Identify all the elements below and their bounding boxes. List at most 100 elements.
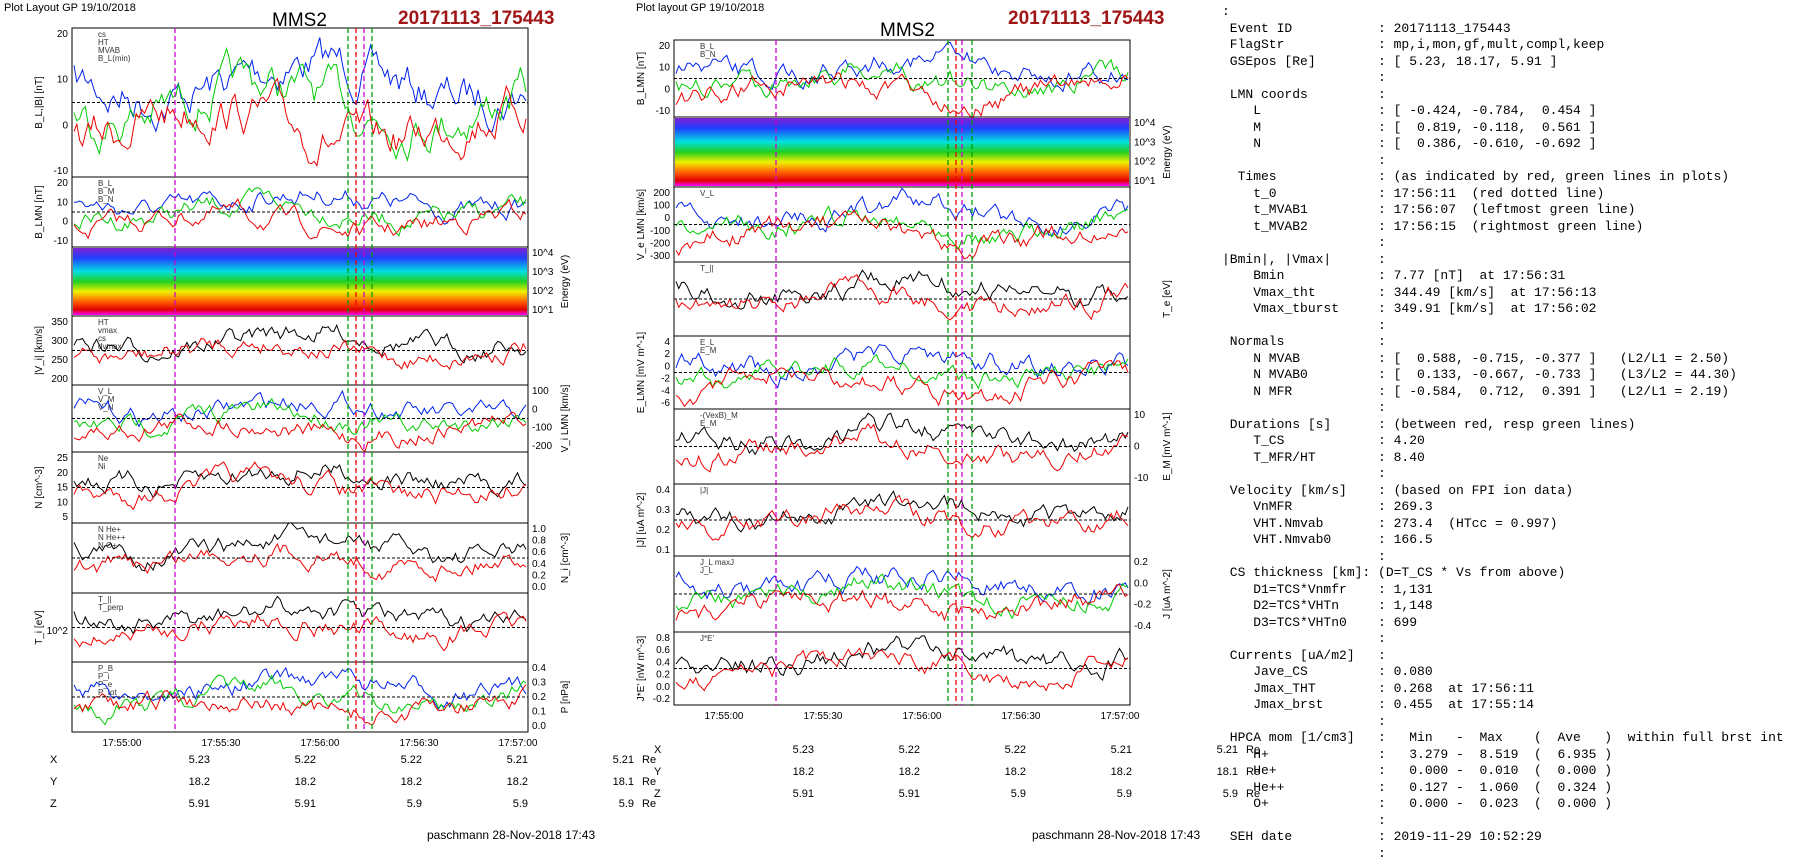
info-line: D1=TCS*Vnmfr : 1,131	[1222, 582, 1784, 599]
info-line: :	[1222, 466, 1784, 483]
info-line: t_MVAB2 : 17:56:15 (rightmost green line…	[1222, 219, 1784, 236]
position-value: 5.23	[716, 740, 820, 760]
middle-tick-em: 10	[1134, 410, 1146, 421]
info-line: :	[1222, 318, 1784, 335]
left-tick-pressure: 0.0	[532, 721, 546, 732]
middle-tick-j-abs: 0.1	[656, 545, 670, 556]
middle-tick-energy: 10^3	[1134, 137, 1156, 148]
left-tick-ni-minor: 0.8	[532, 536, 546, 547]
middle-time-tick: 17:56:00	[903, 711, 942, 722]
position-value: 18.2	[112, 772, 216, 792]
middle-tick-b-lmn: 0	[664, 84, 670, 95]
info-line: Jmax_brst : 0.455 at 17:55:14	[1222, 697, 1784, 714]
middle-ylabel-b-lmn: B_LMN [nT]	[636, 52, 647, 106]
middle-tick-ve-lmn: 200	[653, 188, 670, 199]
middle-legend-em: E_M	[700, 419, 717, 428]
info-line: O+ : 0.000 - 0.023 ( 0.000 )	[1222, 796, 1784, 813]
left-ylabel-density: N [cm^-3]	[34, 466, 45, 509]
left-ylabel-b-lmn: B_LMN [nT]	[34, 185, 45, 239]
middle-tick-ve-lmn: 100	[653, 201, 670, 212]
left-trace-pressure	[74, 675, 526, 724]
left-tick-density: 25	[57, 453, 69, 464]
left-trace-ni-minor	[74, 523, 526, 571]
left-legend-b-l-abs: B_L(min)	[98, 54, 131, 63]
info-line: N : [ 0.386, -0.610, -0.692 ]	[1222, 136, 1784, 153]
middle-tick-jdote: 0.2	[656, 670, 670, 681]
info-line: N MVAB : [ 0.588, -0.715, -0.377 ] (L2/L…	[1222, 351, 1784, 368]
middle-tick-e-lmn: 4	[664, 337, 670, 348]
left-ylabel-vi-abs: |V_i| [km/s]	[34, 326, 45, 375]
left-trace-density	[74, 462, 526, 509]
position-label: Z	[654, 784, 714, 804]
info-line: SEH date : 2019-11-29 10:52:29	[1222, 829, 1784, 846]
middle-tick-ve-lmn: -200	[650, 238, 670, 249]
middle-panel-jdote: 0.80.60.40.20.0-0.2J*E' [nW m^-3]J*E'	[636, 632, 1130, 705]
middle-footer: paschmann 28-Nov-2018 17:43	[1032, 828, 1200, 842]
info-line: VHT.Nmvab0 : 166.5	[1222, 532, 1784, 549]
middle-spectrogram	[675, 118, 1129, 186]
event-info-text: : Event ID : 20171113_175443 FlagStr : m…	[1222, 4, 1784, 862]
left-legend-ti: T_perp	[98, 603, 124, 612]
middle-tick-e-lmn: 0	[664, 361, 670, 372]
middle-trace-em	[676, 424, 1128, 472]
middle-trace-b-lmn	[676, 73, 1128, 120]
left-trace-vi-abs	[74, 325, 526, 363]
middle-tick-jdote: 0.8	[656, 633, 670, 644]
position-value: 5.9	[324, 794, 428, 814]
info-line: GSEpos [Re] : [ 5.23, 18.17, 5.91 ]	[1222, 54, 1784, 71]
left-tick-vi-lmn: 0	[532, 404, 538, 415]
info-line: L : [ -0.424, -0.784, 0.454 ]	[1222, 103, 1784, 120]
left-trace-vi-lmn	[74, 412, 526, 451]
info-line: VHT.Nmvab : 273.4 (HTcc = 0.997)	[1222, 516, 1784, 533]
left-tick-ni-minor: 0.0	[532, 582, 546, 593]
left-tick-energy: 10^3	[532, 267, 554, 278]
middle-ylabel-jdote: J*E' [nW m^-3]	[636, 636, 647, 702]
position-value: 18.2	[928, 762, 1032, 782]
left-footer: paschmann 28-Nov-2018 17:43	[427, 828, 595, 842]
position-value: 5.9	[536, 794, 640, 814]
left-tick-vi-abs: 250	[51, 355, 68, 366]
info-line: :	[1222, 631, 1784, 648]
position-value: 5.21	[430, 750, 534, 770]
left-tick-ni-minor: 0.6	[532, 547, 546, 558]
left-tick-energy: 10^1	[532, 305, 554, 316]
info-line: D2=TCS*VHTn : 1,148	[1222, 598, 1784, 615]
left-trace-b-l-abs	[74, 79, 526, 166]
middle-tick-b-lmn: 10	[659, 63, 671, 74]
left-tick-pressure: 0.3	[532, 678, 546, 689]
middle-tick-e-lmn: -4	[661, 386, 670, 397]
middle-tick-jdote: -0.2	[653, 694, 671, 705]
info-line: HPCA mom [1/cm3] : Min - Max ( Ave ) wit…	[1222, 730, 1784, 747]
info-line: T_CS : 4.20	[1222, 433, 1784, 450]
middle-legend-e-lmn: E_M	[700, 346, 717, 355]
info-line: M : [ 0.819, -0.118, 0.561 ]	[1222, 120, 1784, 137]
left-trace-ni-minor	[74, 544, 526, 581]
middle-tick-j: -0.4	[1134, 621, 1152, 632]
middle-trace-j-abs	[676, 495, 1128, 540]
middle-tick-energy: 10^2	[1134, 157, 1156, 168]
left-panel-ni-minor: 1.00.80.60.40.20.0N_i [cm^-3]N He+N He++…	[72, 523, 571, 593]
middle-time-tick: 17:55:00	[705, 711, 744, 722]
info-line: t_0 : 17:56:11 (red dotted line)	[1222, 186, 1784, 203]
middle-trace-te	[676, 275, 1128, 320]
info-line: Vmax_tburst : 349.91 [km/s] at 17:56:02	[1222, 301, 1784, 318]
middle-tick-b-lmn: 20	[659, 41, 671, 52]
middle-tick-jdote: 0.4	[656, 657, 670, 668]
middle-trace-e-lmn	[676, 345, 1128, 388]
middle-tick-ve-lmn: -300	[650, 251, 670, 262]
left-tick-vi-lmn: -200	[532, 441, 552, 452]
position-value: 18.2	[716, 762, 820, 782]
left-tick-ni-minor: 0.4	[532, 559, 546, 570]
middle-tick-e-lmn: -6	[661, 398, 670, 409]
middle-time-tick: 17:55:30	[804, 711, 843, 722]
